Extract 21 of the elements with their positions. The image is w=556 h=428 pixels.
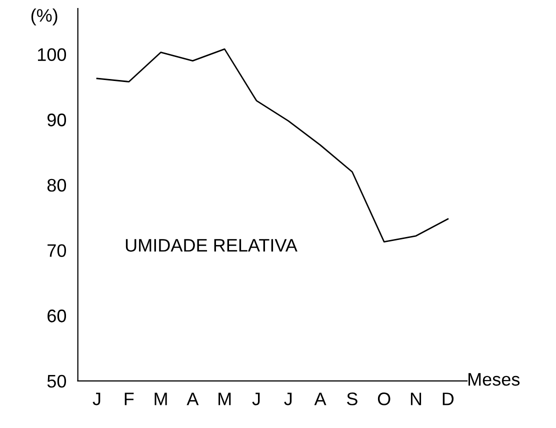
y-tick-label: 50 <box>47 374 66 388</box>
x-tick-label: J <box>92 392 100 406</box>
y-tick-label: 60 <box>48 310 66 322</box>
x-axis-title: Meses <box>468 373 520 386</box>
y-tick-label: 70 <box>48 244 66 257</box>
x-tick-label: M <box>218 392 231 406</box>
x-tick-label: J <box>284 392 292 406</box>
y-axis-title: (%) <box>31 8 58 26</box>
y-tick-label: 100 <box>38 48 66 62</box>
x-tick-label: O <box>378 392 390 406</box>
annotation: UMIDADE RELATIVA <box>126 239 298 252</box>
x-tick-label: A <box>314 392 326 406</box>
x-tick-label: D <box>442 392 454 406</box>
x-tick-label: J <box>252 392 260 406</box>
x-tick-label: A <box>186 392 199 406</box>
x-tick-label: F <box>124 392 134 406</box>
x-tick-label: N <box>410 392 422 406</box>
x-tick-label: S <box>346 392 358 406</box>
x-tick-label: M <box>154 392 167 406</box>
y-tick-label: 80 <box>47 178 66 192</box>
y-tick-label: 90 <box>47 114 66 126</box>
